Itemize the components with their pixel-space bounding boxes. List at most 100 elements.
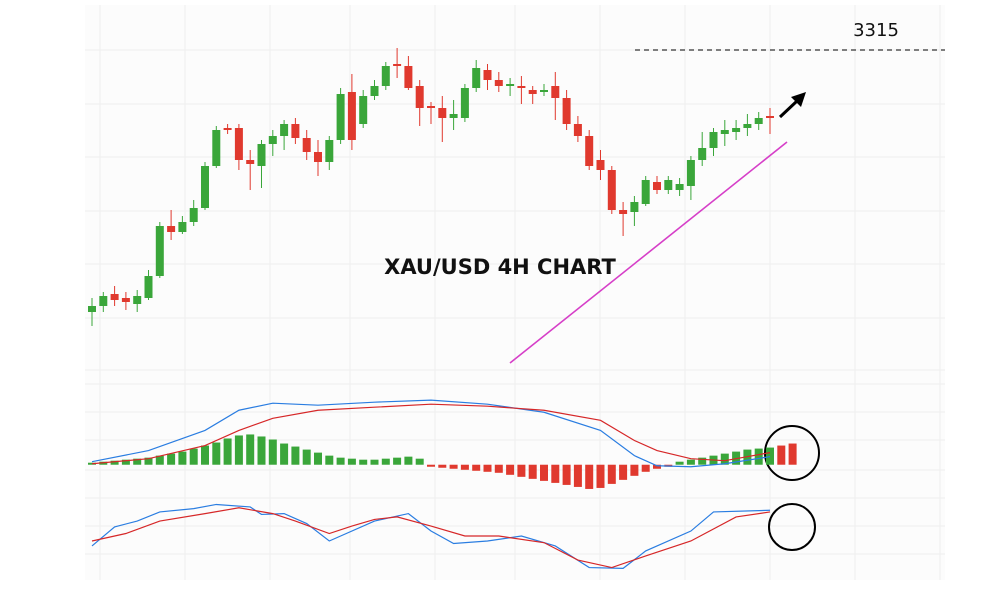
histogram-bar (404, 456, 413, 465)
histogram-bar (777, 445, 786, 465)
candle-body (585, 136, 594, 166)
histogram-bar (494, 464, 503, 473)
histogram-bar (607, 464, 616, 484)
candle-body (110, 294, 119, 300)
candle-body (223, 128, 232, 130)
histogram-bar (472, 464, 481, 471)
histogram-bar (257, 436, 266, 465)
candle-body (472, 68, 481, 88)
histogram-bar (336, 457, 345, 465)
histogram-bar (178, 451, 187, 465)
histogram-bar (325, 455, 334, 465)
arrow (778, 92, 806, 119)
histogram-bar (573, 464, 582, 487)
candle-body (314, 152, 322, 162)
histogram-bar (766, 447, 774, 465)
candle-body (415, 86, 424, 108)
histogram-bar (540, 464, 548, 481)
histogram-bar (585, 464, 594, 489)
candle-body (766, 116, 774, 118)
histogram-bar (189, 448, 198, 465)
histogram-bar (788, 443, 797, 465)
candle-body (268, 136, 277, 144)
candle-body (630, 202, 639, 212)
histogram-bar (562, 464, 571, 485)
histogram-bar (483, 464, 492, 472)
candle-body (144, 276, 153, 298)
candle-body (653, 182, 661, 190)
candle-body (370, 86, 379, 96)
candle-body (280, 124, 289, 136)
candle-body (167, 226, 176, 232)
chart-title: XAU/USD 4H CHART (384, 255, 616, 279)
histogram-bar (280, 443, 289, 465)
histogram-bar (596, 464, 605, 488)
candle-body (720, 130, 729, 134)
histogram-bar (133, 458, 142, 465)
candle-body (506, 84, 515, 86)
candle-body (178, 222, 187, 232)
histogram-bar (460, 464, 469, 470)
highlight-circle (768, 503, 816, 551)
candle-body (404, 66, 413, 88)
candle-body (88, 306, 96, 312)
histogram-bar (347, 458, 356, 465)
histogram-bar (314, 452, 322, 465)
histogram-bar (291, 446, 300, 465)
trend-line (509, 141, 788, 364)
histogram-bar (212, 442, 221, 465)
histogram-bar (653, 464, 661, 469)
candle-body (675, 184, 684, 190)
candle-body (596, 160, 605, 170)
candle-body (438, 108, 447, 118)
histogram-bar (167, 453, 176, 465)
candle-body (607, 170, 616, 210)
candle-body (551, 86, 560, 98)
candle-body (393, 64, 402, 66)
histogram-bar (630, 464, 639, 476)
candle-body (573, 124, 582, 136)
candle-body (427, 106, 435, 108)
candle-body (698, 148, 707, 160)
histogram-bar (427, 464, 435, 467)
candle-body (201, 166, 209, 208)
candle-body (381, 66, 390, 86)
candle-body (325, 140, 334, 162)
histogram-bar (641, 464, 650, 472)
histogram-bar (517, 464, 526, 477)
histogram-bar (370, 459, 379, 465)
candle-body (212, 130, 221, 166)
histogram-bar (449, 464, 458, 469)
candle-body (449, 114, 458, 118)
candle-body (99, 296, 108, 306)
histogram-bar (698, 457, 707, 465)
candle-body (664, 180, 673, 190)
candle-body (121, 298, 130, 302)
histogram-bar (302, 449, 311, 465)
histogram-bar (619, 464, 628, 480)
candle-body (494, 80, 503, 86)
histogram-bar (686, 459, 695, 465)
candle-body (483, 70, 492, 80)
histogram-bar (121, 459, 130, 465)
histogram-bar (144, 457, 153, 465)
candle-body (359, 96, 368, 124)
candle-body (686, 160, 695, 186)
candle-body (234, 128, 243, 160)
candle-body (460, 88, 469, 118)
indicator-line (91, 403, 771, 465)
histogram-bar (415, 458, 424, 465)
candle-body (619, 210, 628, 214)
candle-body (291, 124, 300, 138)
histogram-bar (223, 438, 232, 465)
histogram-bar (528, 464, 537, 479)
candle-body (641, 180, 650, 204)
histogram-bar (246, 434, 255, 465)
histogram-bar (234, 435, 243, 465)
candle-body (347, 92, 356, 140)
candle-body (732, 128, 741, 132)
candle-body (336, 94, 345, 140)
histogram-bar (675, 461, 684, 465)
candle-body (246, 160, 255, 164)
histogram-bar (110, 460, 119, 465)
